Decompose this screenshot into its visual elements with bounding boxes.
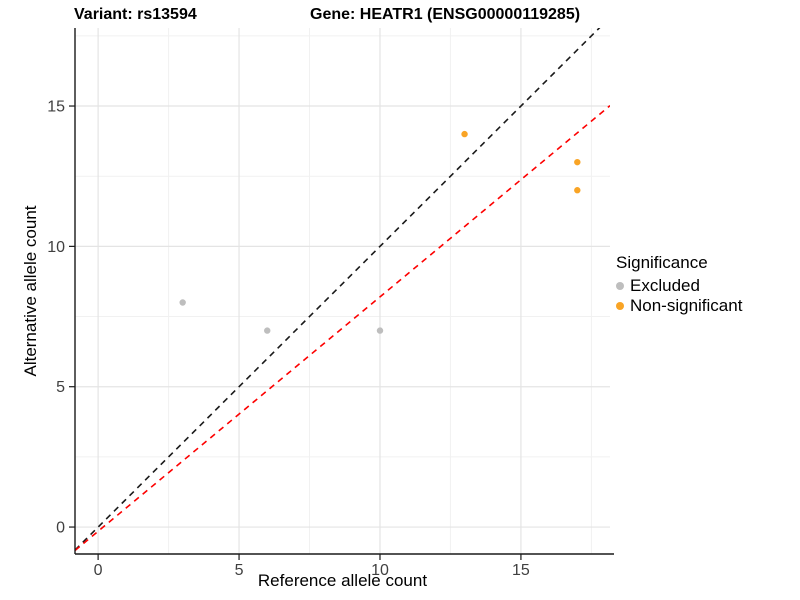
y-tick-label: 0 bbox=[56, 520, 65, 537]
x-tick-label: 5 bbox=[235, 562, 244, 579]
variant-title: Variant: rs13594 bbox=[74, 6, 197, 23]
data-point-non-significant bbox=[574, 187, 581, 194]
y-tick-label: 10 bbox=[47, 239, 65, 256]
non-significant-point-icon bbox=[616, 302, 624, 310]
x-tick-label: 10 bbox=[371, 562, 389, 579]
data-point-excluded bbox=[376, 327, 384, 334]
x-tick-label: 0 bbox=[94, 562, 103, 579]
data-point-non-significant bbox=[574, 158, 581, 166]
gene-title: Gene: HEATR1 (ENSG00000119285) bbox=[310, 6, 581, 23]
excluded-point-icon bbox=[616, 282, 624, 290]
data-point-non-significant bbox=[461, 130, 468, 138]
legend-item-label: Excluded bbox=[630, 276, 700, 295]
legend-title: Significance bbox=[616, 253, 708, 272]
legend: Significance Excluded Non-significant bbox=[616, 253, 742, 316]
legend-item-non-significant: Non-significant bbox=[616, 296, 742, 316]
legend-item-excluded: Excluded bbox=[616, 276, 742, 296]
identity-line bbox=[75, 28, 601, 551]
y-axis-title: Alternative allele count bbox=[21, 205, 40, 377]
data-point-excluded bbox=[264, 327, 271, 334]
data-point-excluded bbox=[179, 299, 186, 306]
x-axis-title: Reference allele count bbox=[257, 571, 428, 590]
legend-item-label: Non-significant bbox=[630, 296, 743, 315]
y-tick-label: 15 bbox=[47, 99, 65, 116]
x-tick-label: 15 bbox=[512, 562, 530, 579]
fitted-line bbox=[75, 105, 610, 552]
y-tick-label: 5 bbox=[56, 379, 65, 396]
